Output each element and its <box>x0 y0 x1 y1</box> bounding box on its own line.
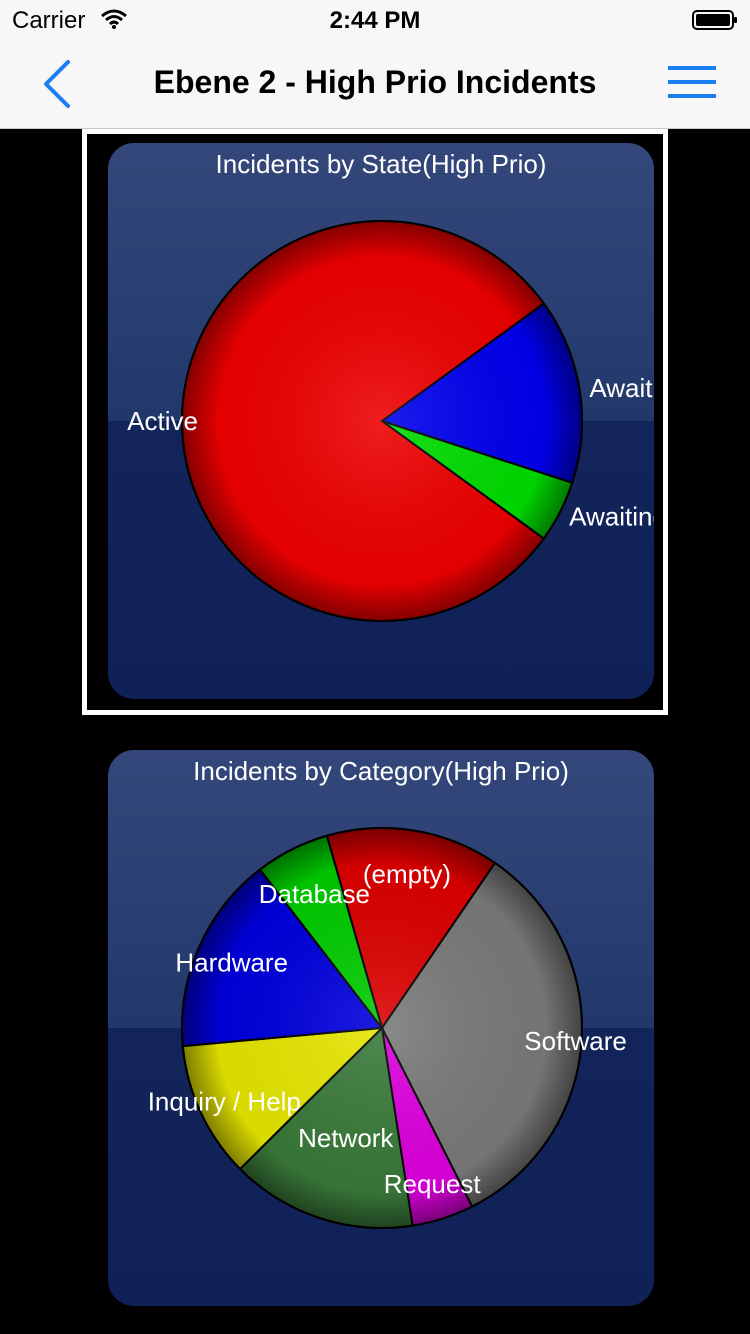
slice-label-software: Software <box>524 1026 627 1056</box>
chart-card-state[interactable]: Awaiting Us Awaiting Pr Active Incidents b… <box>108 143 654 699</box>
chart-title-state: Incidents by State(High Prio) <box>215 149 547 179</box>
slice-label-awaiting-pr: Awaiting Pr <box>569 501 654 531</box>
slice-label-inquiry-help: Inquiry / Help <box>148 1087 301 1117</box>
page-title: Ebene 2 - High Prio Incidents <box>153 64 597 100</box>
slice-label-database: Database <box>259 879 370 909</box>
chart-card-category[interactable]: (empty) Software Request Network Inquiry / H… <box>108 750 654 1306</box>
status-bar: Carrier 2:44 PM <box>0 0 750 40</box>
state-pie-chart: Awaiting Us Awaiting Pr Active <box>127 220 654 622</box>
slice-label-request: Request <box>384 1169 482 1199</box>
battery-icon <box>692 10 737 30</box>
carrier-label: Carrier <box>12 7 86 34</box>
slice-label-active: Active <box>127 406 198 436</box>
chart-title-category: Incidents by Category(High Prio) <box>193 756 569 786</box>
selected-chart-frame[interactable] <box>82 129 668 715</box>
wifi-icon <box>101 9 127 29</box>
back-chevron-icon[interactable] <box>38 58 78 110</box>
slice-label-network: Network <box>298 1123 394 1153</box>
navigation-bar: Ebene 2 - High Prio Incidents <box>0 40 750 129</box>
slice-label-awaiting-us: Awaiting Us <box>589 373 654 403</box>
status-time: 2:44 PM <box>329 7 421 34</box>
category-pie-chart: (empty) Software Request Network Inquiry / H… <box>148 827 627 1229</box>
hamburger-menu-icon[interactable] <box>664 62 720 102</box>
slice-label-hardware: Hardware <box>175 947 288 977</box>
slice-label-empty: (empty) <box>363 859 451 889</box>
